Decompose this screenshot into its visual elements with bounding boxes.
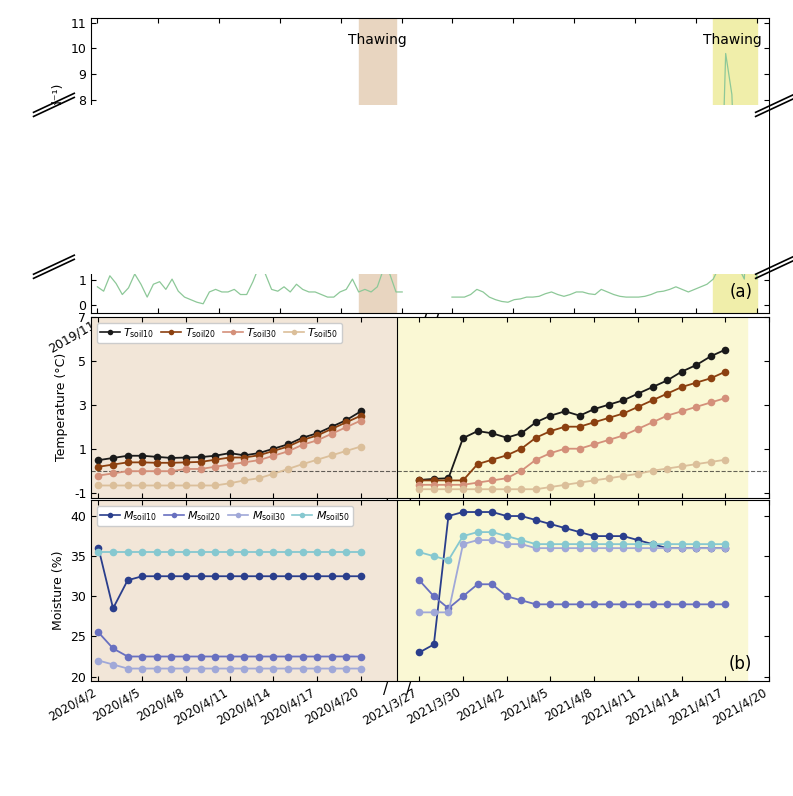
Text: /: / xyxy=(407,499,412,514)
Text: (a): (a) xyxy=(730,283,753,301)
FancyBboxPatch shape xyxy=(91,105,769,275)
Text: /: / xyxy=(407,682,412,697)
Text: /: / xyxy=(433,313,439,330)
Text: /: / xyxy=(383,499,389,514)
Legend: $T_{\rm soil10}$, $T_{\rm soil20}$, $T_{\rm soil30}$, $T_{\rm soil50}$: $T_{\rm soil10}$, $T_{\rm soil20}$, $T_{… xyxy=(97,322,342,343)
Bar xyxy=(397,500,747,681)
Bar xyxy=(713,18,757,313)
Text: /: / xyxy=(383,682,389,697)
Bar xyxy=(397,317,747,498)
Text: /: / xyxy=(421,313,427,330)
Bar xyxy=(91,500,397,681)
Text: Thawing: Thawing xyxy=(703,33,761,47)
Y-axis label: Temperature (°C): Temperature (°C) xyxy=(56,353,68,462)
Bar xyxy=(91,317,397,498)
Legend: $M_{\rm soil10}$, $M_{\rm soil20}$, $M_{\rm soil30}$, $M_{\rm soil50}$: $M_{\rm soil10}$, $M_{\rm soil20}$, $M_{… xyxy=(97,505,353,526)
Text: Thawing: Thawing xyxy=(348,33,407,47)
Bar xyxy=(358,18,396,313)
Y-axis label: Moisture (%): Moisture (%) xyxy=(52,551,65,630)
Y-axis label: Soil CO₂ flux (g C m⁻² d⁻¹): Soil CO₂ flux (g C m⁻² d⁻¹) xyxy=(52,84,65,247)
Text: (b): (b) xyxy=(729,655,753,673)
FancyBboxPatch shape xyxy=(0,105,91,275)
